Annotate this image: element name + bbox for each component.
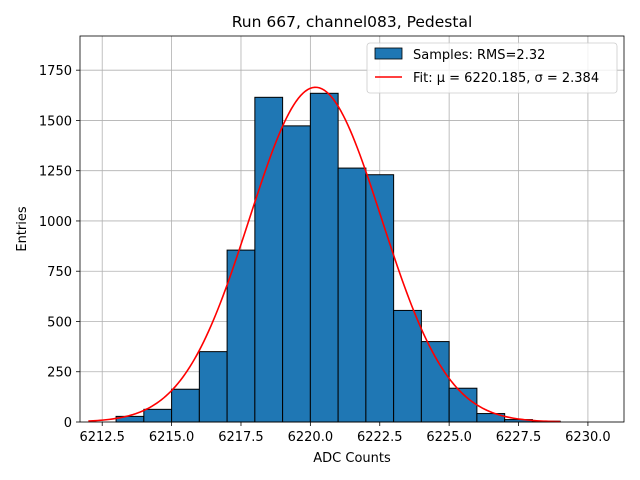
y-tick-label: 500 bbox=[47, 315, 72, 330]
x-tick-label: 6230.0 bbox=[565, 430, 611, 445]
histogram-bar bbox=[420, 341, 450, 423]
x-axis-label: ADC Counts bbox=[313, 451, 391, 466]
histogram-bar bbox=[337, 167, 367, 423]
axis-ticks: 6212.5 6215.0 6217.5 6220.0 6222.5 6225.0 6227… bbox=[39, 64, 611, 445]
histogram-bar bbox=[282, 125, 311, 423]
x-tick-label: 6225.0 bbox=[426, 430, 472, 445]
legend-samples-label: Samples: RMS=2.32 bbox=[413, 48, 545, 63]
y-tick-label: 1000 bbox=[39, 215, 72, 230]
y-tick-label: 0 bbox=[64, 416, 72, 431]
legend-box bbox=[366, 42, 618, 94]
histogram-bar bbox=[309, 92, 339, 423]
histogram-bar bbox=[365, 174, 395, 423]
fit-curve bbox=[88, 86, 561, 423]
legend-fit-label: Fit: μ = 6220.185, σ = 2.384 bbox=[413, 71, 599, 86]
y-tick-label: 1500 bbox=[39, 114, 72, 129]
y-tick-label: 1250 bbox=[39, 165, 72, 180]
y-tick-label: 250 bbox=[47, 366, 72, 381]
y-tick-label: 750 bbox=[47, 265, 72, 280]
y-axis-label: Entries bbox=[15, 206, 30, 252]
x-tick-label: 6222.5 bbox=[357, 430, 403, 445]
y-tick-label: 1750 bbox=[39, 64, 72, 79]
histogram-bar bbox=[226, 249, 256, 423]
histogram-bar bbox=[143, 408, 173, 423]
histogram-bar bbox=[198, 351, 228, 423]
histogram-bar bbox=[171, 388, 200, 423]
x-tick-label: 6220.0 bbox=[288, 430, 334, 445]
x-tick-label: 6217.5 bbox=[218, 430, 264, 445]
chart-title: Run 667, channel083, Pedestal bbox=[232, 13, 473, 31]
legend: Samples: RMS=2.32 Fit: μ = 6220.185, σ =… bbox=[366, 42, 618, 94]
legend-samples-swatch bbox=[374, 47, 403, 60]
x-tick-label: 6227.5 bbox=[496, 430, 542, 445]
histogram-bar bbox=[393, 309, 422, 423]
histogram-bars bbox=[115, 92, 561, 423]
histogram-bar bbox=[254, 96, 284, 423]
plot-frame bbox=[79, 35, 625, 423]
x-tick-label: 6212.5 bbox=[79, 430, 125, 445]
x-tick-label: 6215.0 bbox=[149, 430, 195, 445]
